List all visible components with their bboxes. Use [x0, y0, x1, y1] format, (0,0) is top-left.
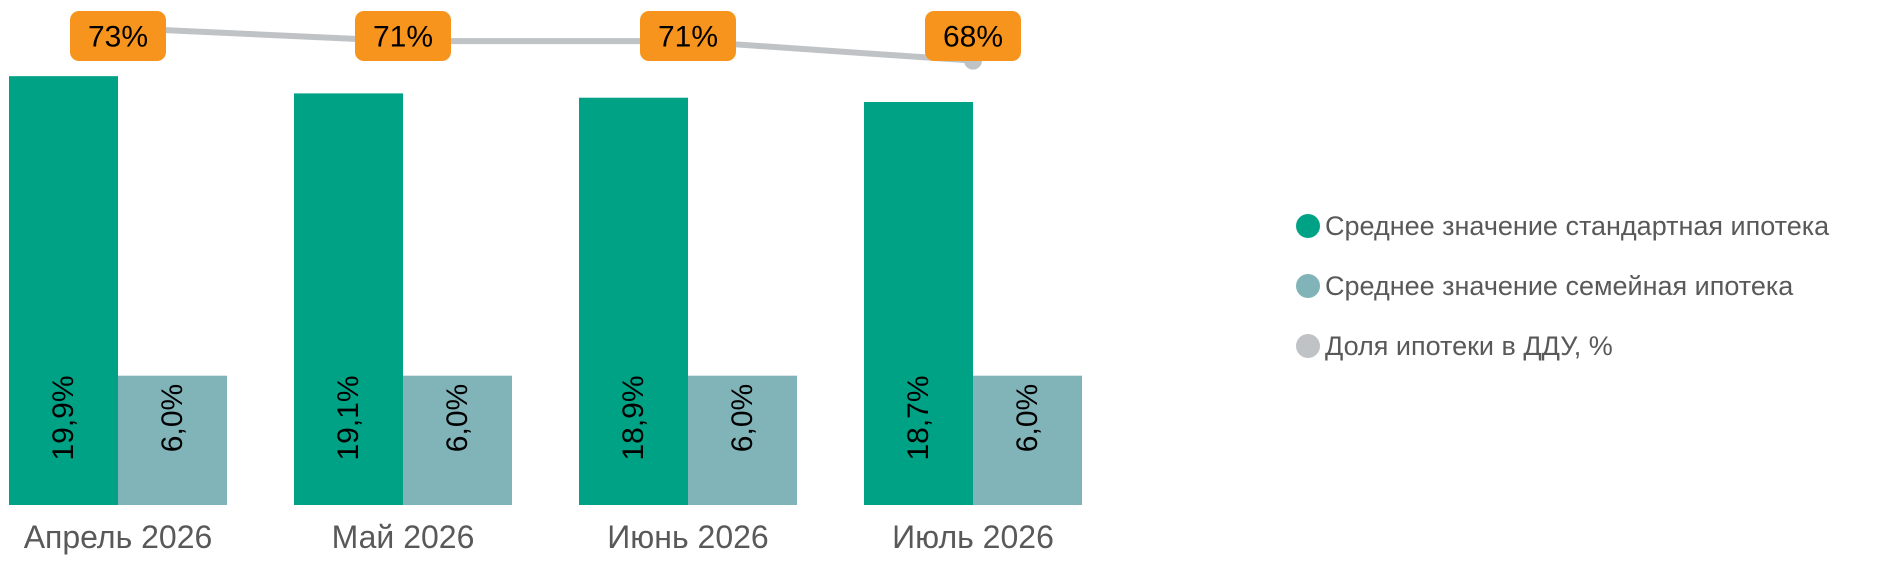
legend-marker-3 — [1296, 334, 1320, 358]
bar-family-3 — [688, 375, 797, 505]
bar-standard-label-4: 18,7% — [902, 375, 935, 460]
bar-standard-label-3: 18,9% — [617, 375, 650, 460]
bar-family-1 — [118, 375, 227, 505]
share-label-4: 68% — [943, 21, 1003, 54]
share-label-box-2 — [355, 11, 451, 61]
legend-marker-1 — [1296, 214, 1320, 238]
category-label-2: Май 2026 — [332, 519, 475, 555]
legend-label-1: Среднее значение стандартная ипотека — [1325, 211, 1830, 241]
share-line-group: 73% 71% 71% 68% — [70, 11, 1021, 70]
legend-marker-2 — [1296, 274, 1320, 298]
share-label-box-4 — [925, 11, 1021, 61]
legend-label-2: Среднее значение семейная ипотека — [1325, 271, 1794, 301]
category-label-3: Июнь 2026 — [607, 519, 768, 555]
bar-standard-3 — [579, 97, 688, 505]
category-label-1: Апрель 2026 — [24, 519, 213, 555]
category-labels: Апрель 2026 Май 2026 Июнь 2026 Июль 2026 — [24, 519, 1054, 555]
bar-family-4 — [973, 375, 1082, 505]
bar-standard-2 — [294, 93, 403, 506]
bar-family-label-1: 6,0% — [156, 384, 189, 452]
legend-label-3: Доля ипотеки в ДДУ, % — [1325, 331, 1613, 361]
category-label-4: Июль 2026 — [892, 519, 1054, 555]
share-label-box-1 — [70, 11, 166, 61]
share-line — [117, 25, 974, 64]
share-label-3: 71% — [658, 21, 718, 54]
bar-family-2 — [403, 375, 512, 505]
bar-standard-label-2: 19,1% — [332, 375, 365, 460]
bar-family-label-4: 6,0% — [1011, 384, 1044, 452]
share-label-1: 73% — [88, 21, 148, 54]
bar-family-label-2: 6,0% — [441, 384, 474, 452]
legend: Среднее значение стандартная ипотека Сред… — [1296, 211, 1830, 361]
bar-family-label-3: 6,0% — [726, 384, 759, 452]
bars-group: 19,9% 6,0% 19,1% 6,0% 18,9% 6,0% 18,7% 6,0% — [9, 76, 1082, 506]
bar-standard-1 — [9, 76, 118, 505]
bar-standard-4 — [864, 102, 973, 505]
share-label-2: 71% — [373, 21, 433, 54]
bar-standard-label-1: 19,9% — [47, 375, 80, 460]
share-label-box-3 — [640, 11, 736, 61]
